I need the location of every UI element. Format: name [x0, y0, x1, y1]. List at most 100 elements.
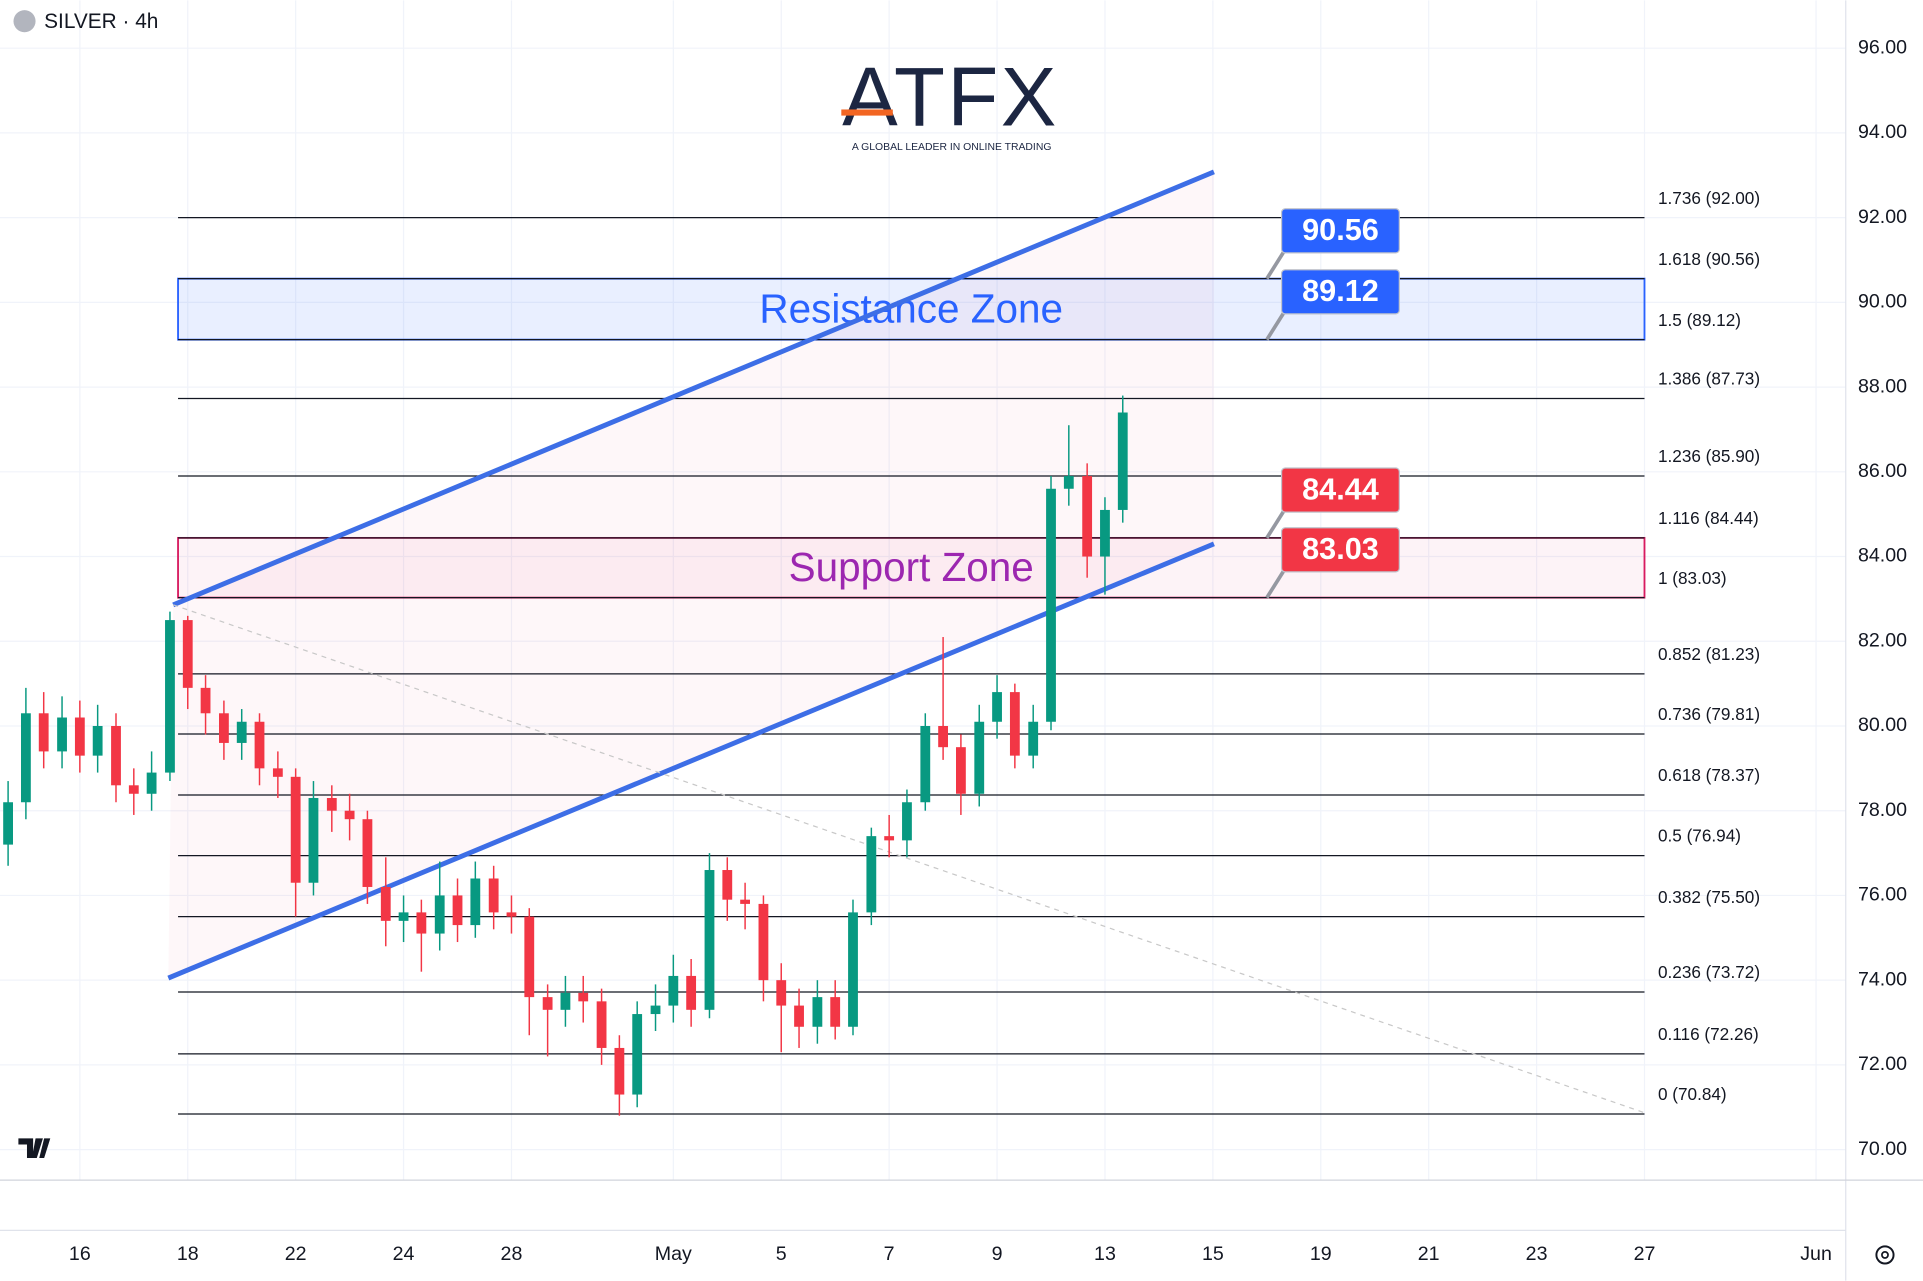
fib-label: 0.236 (73.72)	[1658, 962, 1760, 982]
candle-body	[704, 870, 715, 1010]
price-label-box	[1280, 208, 1400, 254]
candle-body	[38, 713, 49, 752]
fib-label: 1.618 (90.56)	[1658, 249, 1760, 269]
candle-body	[416, 912, 427, 934]
logo-tagline: A GLOBAL LEADER IN ONLINE TRADING	[852, 142, 1052, 153]
candle-body	[794, 1005, 804, 1027]
candle-body	[1028, 721, 1039, 756]
candle-body	[398, 912, 409, 921]
plot-area: Resistance Zone Support Zone 1.736 (92.00)…	[3, 169, 1760, 1116]
candle-body	[165, 620, 175, 773]
zone-label: Support Zone	[789, 544, 1034, 590]
candle-body	[776, 980, 787, 1006]
candle-body	[632, 1014, 643, 1095]
fib-label: 1.236 (85.90)	[1658, 446, 1760, 466]
fib-label: 0.382 (75.50)	[1658, 887, 1760, 907]
fib-label: 0.5 (76.94)	[1658, 826, 1741, 846]
candle-body	[254, 721, 265, 769]
x-tick-label: 24	[393, 1243, 415, 1265]
gear-center[interactable]	[1881, 1251, 1889, 1259]
candle-body	[380, 886, 391, 921]
fib-label: 0 (70.84)	[1658, 1084, 1727, 1104]
candle-body	[740, 899, 750, 904]
y-tick-label: 96.00	[1858, 36, 1907, 58]
candle-body	[3, 802, 13, 845]
fib-label: 1.386 (87.73)	[1658, 369, 1760, 389]
y-tick-label: 70.00	[1858, 1138, 1907, 1160]
candle-body	[812, 997, 823, 1027]
y-tick-label: 92.00	[1858, 206, 1907, 228]
candle-body	[1009, 692, 1020, 756]
candle-body	[992, 692, 1002, 722]
candle-body	[596, 1001, 607, 1048]
candle-body	[452, 895, 463, 926]
fib-label: 0.618 (78.37)	[1658, 765, 1760, 785]
candle-body	[57, 717, 67, 752]
x-tick-label: Jun	[1800, 1243, 1832, 1265]
x-tick-label: 16	[69, 1243, 91, 1265]
zone-label: Resistance Zone	[759, 285, 1063, 331]
candle-body	[722, 870, 733, 900]
candle-body	[650, 1005, 661, 1015]
symbol-title: SILVER · 4h	[44, 10, 158, 33]
logo-accent	[841, 109, 893, 116]
candle-body	[146, 772, 157, 794]
zone	[177, 277, 1646, 341]
x-tick-label: 27	[1634, 1243, 1656, 1265]
price-label-box	[1280, 467, 1400, 513]
candle-body	[668, 975, 679, 1006]
fib-label: 0.116 (72.26)	[1658, 1024, 1759, 1044]
tv-icon[interactable]	[18, 1138, 51, 1159]
candle-body	[974, 721, 985, 794]
candle-body	[218, 713, 229, 743]
price-label: 84.44	[1302, 472, 1379, 506]
candle-body	[111, 725, 121, 786]
candle-body	[236, 721, 247, 743]
candle-body	[1117, 412, 1128, 510]
x-tick-label: 18	[177, 1243, 199, 1265]
x-tick-label: 23	[1526, 1243, 1548, 1265]
fib-label: 1.116 (84.44)	[1658, 508, 1759, 528]
x-tick-label: 5	[776, 1243, 787, 1265]
y-tick-label: 78.00	[1858, 799, 1907, 821]
y-tick-label: 72.00	[1858, 1053, 1907, 1075]
candle-body	[506, 912, 517, 917]
price-label: 83.03	[1302, 532, 1379, 566]
price-label: 90.56	[1302, 213, 1379, 247]
candle-body	[614, 1047, 625, 1095]
candle-body	[542, 997, 553, 1010]
y-tick-label: 80.00	[1858, 714, 1907, 736]
candle-body	[74, 717, 85, 756]
fib-label: 1 (83.03)	[1658, 568, 1727, 588]
candle-body	[344, 810, 355, 820]
y-tick-label: 82.00	[1858, 629, 1907, 651]
symbol-icon	[13, 10, 36, 33]
candle-body	[560, 992, 571, 1010]
candle-body	[488, 878, 499, 913]
y-tick-label: 84.00	[1858, 545, 1907, 567]
candle-body	[830, 997, 841, 1027]
candle-body	[434, 895, 445, 934]
settings-button[interactable]	[1875, 1245, 1895, 1265]
candle-body	[1100, 509, 1110, 557]
x-tick-label: May	[655, 1243, 692, 1265]
candle-body	[920, 725, 931, 803]
tradingview-logo[interactable]	[18, 1138, 51, 1159]
candle-body	[92, 725, 103, 756]
gear[interactable]	[1875, 1245, 1895, 1265]
fib-label: 0.852 (81.23)	[1658, 644, 1760, 664]
candle-body	[902, 802, 912, 841]
y-tick-label: 74.00	[1858, 968, 1907, 990]
candle-body	[758, 903, 769, 981]
candle-body	[578, 992, 589, 1002]
candle-body	[470, 878, 481, 926]
x-tick-label: 28	[501, 1243, 523, 1265]
x-tick-label: 22	[285, 1243, 307, 1265]
zone	[177, 536, 1646, 599]
x-tick-label: 9	[992, 1243, 1003, 1265]
y-tick-label: 90.00	[1858, 291, 1907, 313]
x-tick-label: 15	[1202, 1243, 1224, 1265]
candle-body	[884, 836, 895, 841]
